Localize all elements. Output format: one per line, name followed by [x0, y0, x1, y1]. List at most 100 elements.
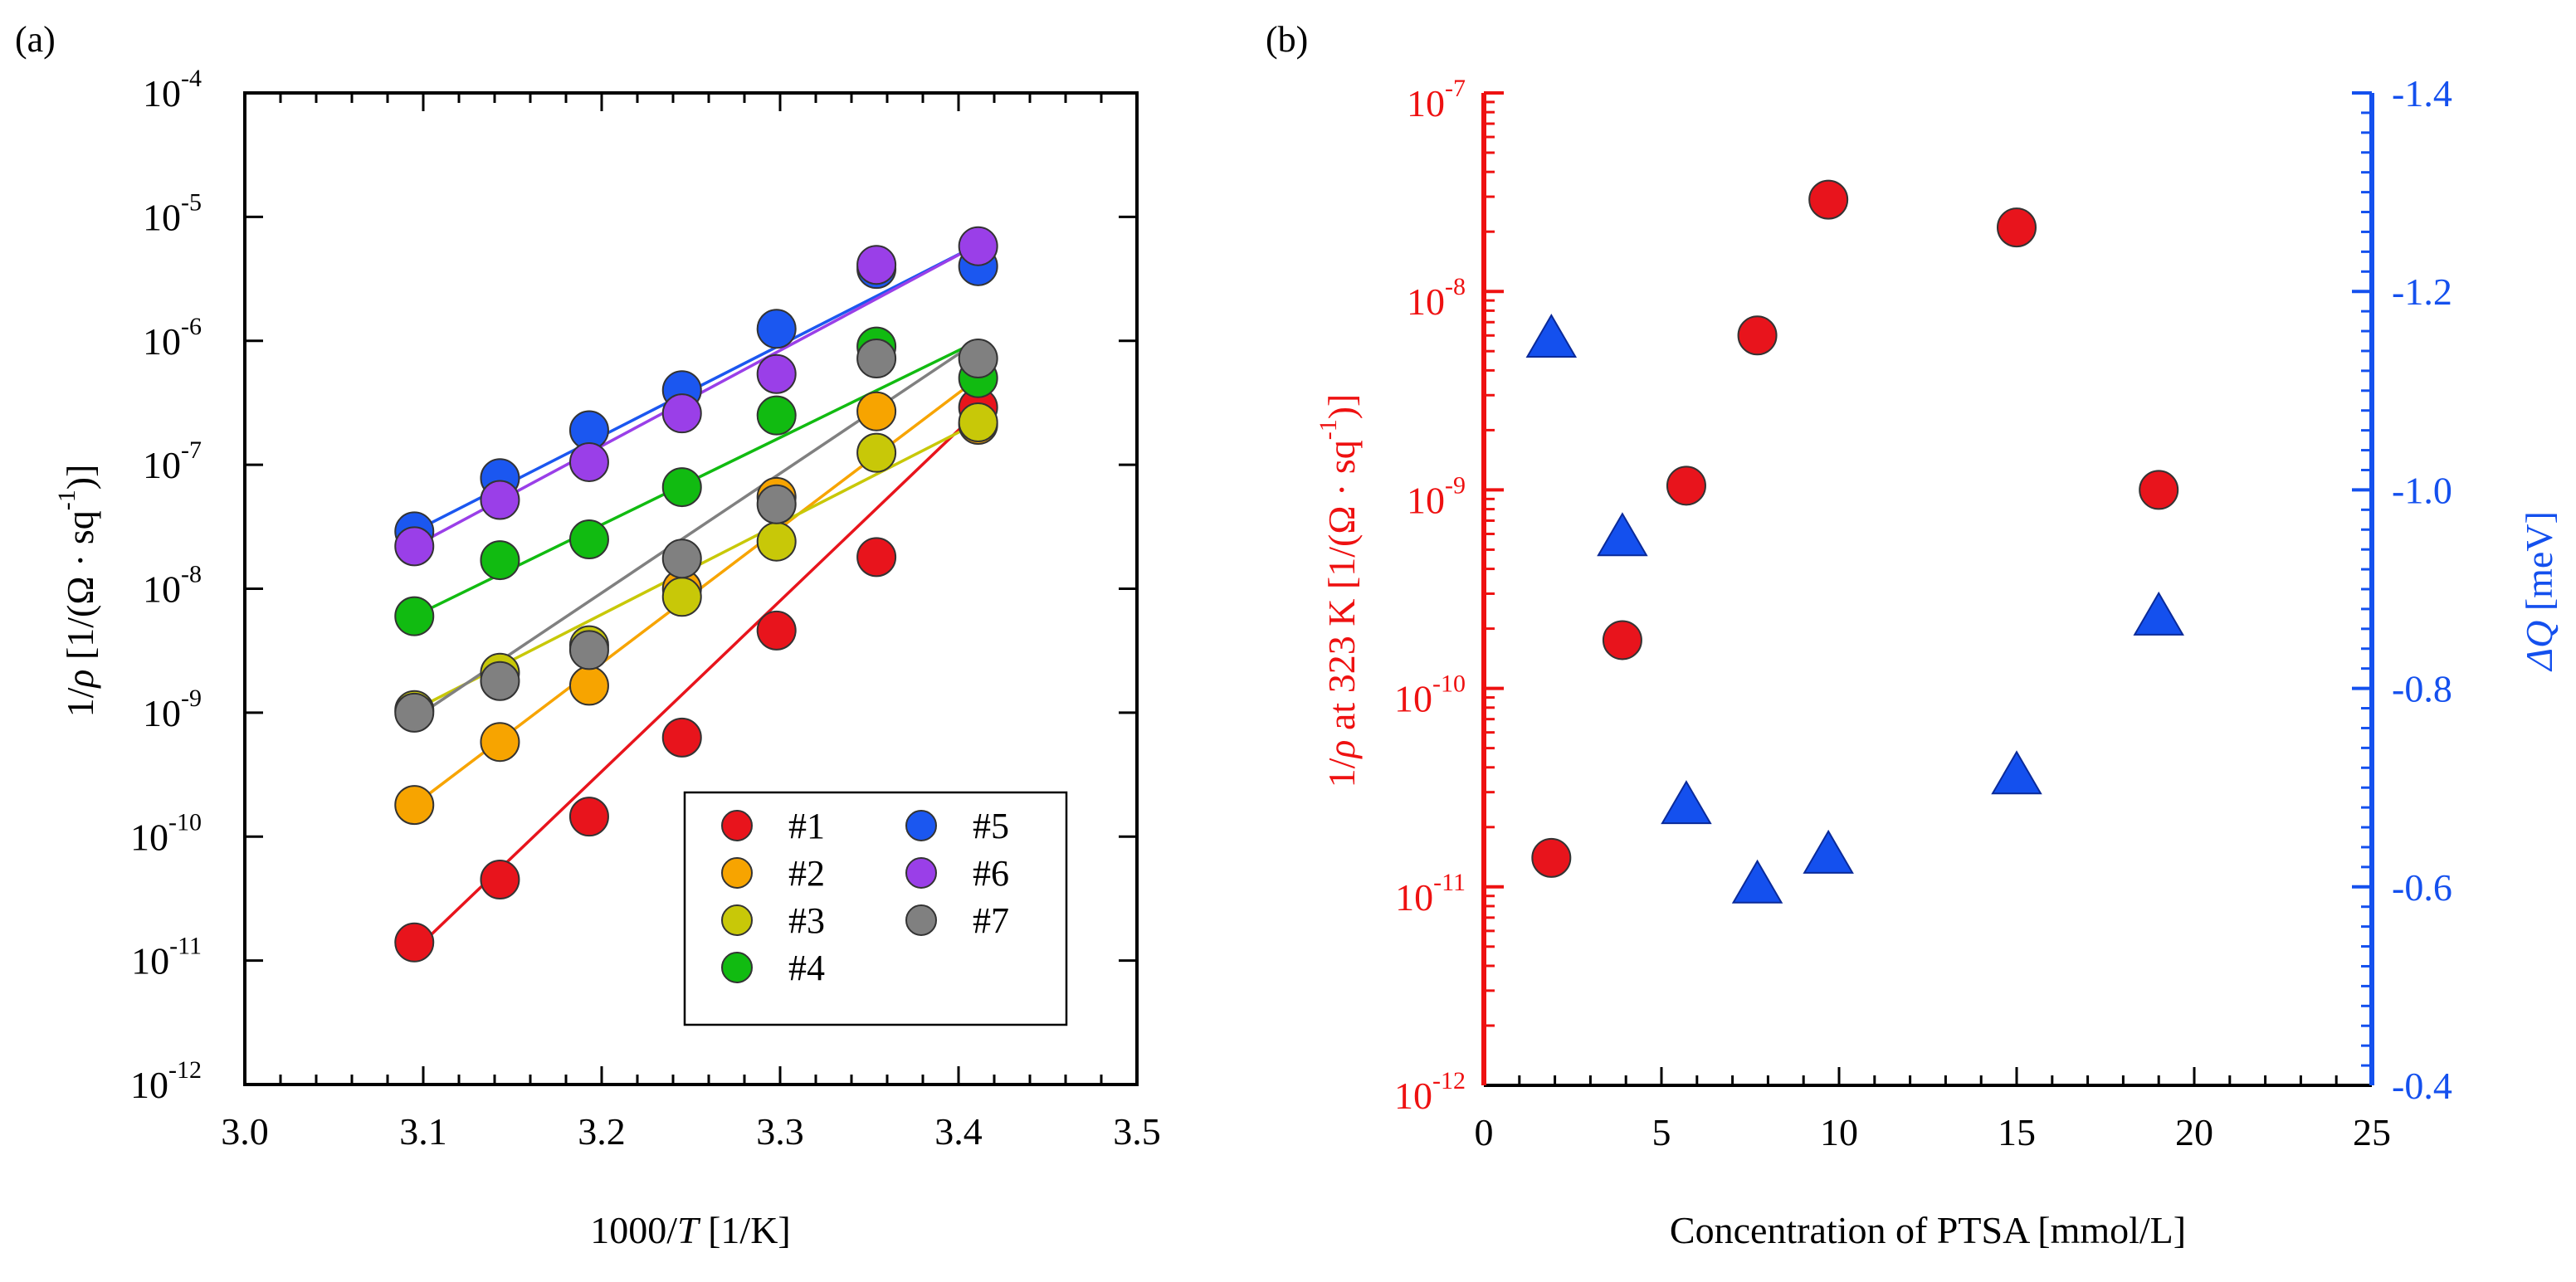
point-s4	[661, 467, 702, 508]
panel-b-right-tick-labels: -0.4 -0.6 -0.8 -1.0 -1.2 -1.4	[2392, 72, 2452, 1107]
panel-b-left-tick-labels: 10-12 10-11 10-10 10-9 10-8 10-7	[1394, 75, 1466, 1117]
point-s2	[394, 785, 435, 826]
x-tick-label: 3.5	[1113, 1110, 1161, 1153]
right-tick-label: -1.0	[2392, 469, 2452, 511]
right-tick-label: -1.2	[2392, 271, 2452, 313]
right-tick-label: -0.8	[2392, 668, 2452, 710]
x-tick-label: 3.4	[934, 1110, 983, 1153]
point-s1	[394, 922, 435, 963]
panel-a-label: (a)	[15, 19, 56, 60]
point-s3	[756, 521, 797, 562]
x-tick-label: 5	[1652, 1111, 1671, 1153]
conductivity-point	[1808, 179, 1849, 220]
left-tick-label: 10-11	[1395, 869, 1466, 919]
conductivity-point	[1531, 837, 1572, 878]
y-tick-label: 10-9	[143, 685, 202, 734]
legend-label: #1	[788, 806, 825, 846]
point-s4	[756, 395, 797, 436]
conductivity-point	[1737, 315, 1778, 356]
point-s2	[856, 391, 897, 431]
point-s7	[480, 660, 520, 701]
point-s2	[568, 665, 609, 706]
point-s4	[480, 540, 520, 581]
panel-b-points	[1525, 179, 2184, 904]
legend-marker-s2	[721, 857, 753, 889]
panel-a-y-axis-label: 1/ρ [1/(Ω · sq-1)]	[53, 465, 101, 718]
point-s7	[394, 692, 435, 733]
panel-b-left-axis-label: 1/ρ at 323 K [1/(Ω · sq-1)]	[1315, 394, 1363, 788]
panel-b: (b) 0 5 10 15 20 25 10-1210-1110-1010-910-810…	[1266, 19, 2560, 1251]
panel-a: (a) 3.0 3.1 3.2 3.3 3.4 3.5 10-1210-1110-1010…	[15, 19, 1161, 1251]
panel-a-y-tick-labels: 10-12 10-11 10-10 10-9 10-8 10-7 10-6 10-5 10-4	[130, 65, 202, 1106]
panel-a-legend: #1 #2 #3 #4 #5 #6 #7	[683, 791, 1068, 1026]
point-s6	[568, 441, 609, 482]
point-s7	[856, 339, 897, 379]
right-tick-label: -0.4	[2392, 1065, 2452, 1107]
legend-marker-s1	[721, 810, 753, 841]
delta-q-point	[1991, 750, 2042, 795]
point-s2	[480, 722, 520, 763]
legend-label: #3	[788, 900, 825, 941]
y-tick-label: 10-10	[130, 808, 202, 858]
x-tick-label: 25	[2353, 1111, 2391, 1153]
panel-a-x-axis-label: 1000/T [1/K]	[590, 1209, 791, 1251]
left-tick-label: 10-8	[1407, 273, 1466, 323]
point-s1	[480, 860, 520, 900]
point-s3	[856, 432, 897, 473]
point-s7	[568, 630, 609, 670]
y-tick-label: 10-7	[143, 436, 202, 486]
x-tick-label: 15	[1998, 1111, 2036, 1153]
delta-q-point	[1661, 780, 1712, 825]
legend-label: #7	[973, 900, 1009, 941]
left-tick-label: 10-10	[1394, 670, 1466, 720]
left-tick-label: 10-9	[1407, 471, 1466, 521]
x-tick-label: 3.2	[578, 1110, 626, 1153]
panel-b-x-tick-labels: 0 5 10 15 20 25	[1475, 1111, 2392, 1153]
legend-marker-s5	[905, 810, 937, 841]
conductivity-point	[2139, 470, 2179, 510]
y-tick-label: 10-6	[143, 313, 202, 363]
y-tick-label: 10-4	[143, 65, 202, 115]
panel-b-x-axis-label: Concentration of PTSA [mmol/L]	[1670, 1209, 2186, 1251]
point-s6	[394, 526, 435, 567]
left-tick-label: 10-12	[1394, 1067, 1466, 1117]
legend-marker-s6	[905, 857, 937, 889]
y-tick-label: 10-12	[130, 1056, 202, 1106]
point-s3	[958, 402, 998, 442]
legend-label: #4	[788, 948, 825, 988]
panel-a-plot-frame	[243, 91, 1139, 1086]
point-s4	[394, 596, 435, 636]
panel-b-right-axis-label: ΔQ [meV]	[2518, 511, 2560, 672]
legend-marker-s4	[721, 952, 753, 983]
fit-line-s1	[413, 410, 979, 953]
panel-a-x-tick-labels: 3.0 3.1 3.2 3.3 3.4 3.5	[221, 1110, 1161, 1153]
point-s1	[756, 610, 797, 651]
legend-label: #2	[788, 853, 825, 894]
right-tick-label: -1.4	[2392, 72, 2452, 115]
delta-q-point	[1597, 512, 1648, 557]
legend-label: #6	[973, 853, 1009, 894]
delta-q-point	[1803, 829, 1854, 874]
point-s6	[756, 353, 797, 394]
y-tick-label: 10-5	[143, 188, 202, 238]
point-s3	[661, 577, 702, 617]
panel-b-ticks	[1482, 91, 2374, 1087]
point-s6	[480, 480, 520, 520]
legend-label: #5	[973, 806, 1009, 846]
legend-marker-s3	[721, 904, 753, 936]
x-tick-label: 3.3	[756, 1110, 804, 1153]
x-tick-label: 3.0	[221, 1110, 269, 1153]
x-tick-label: 0	[1475, 1111, 1494, 1153]
delta-q-point	[1525, 314, 1578, 358]
panel-b-label: (b)	[1266, 19, 1308, 60]
point-s6	[958, 226, 998, 266]
delta-q-point	[2133, 591, 2184, 636]
y-tick-label: 10-8	[143, 561, 202, 611]
point-s7	[661, 539, 702, 579]
point-s4	[568, 519, 609, 560]
point-s7	[756, 484, 797, 524]
conductivity-point	[1666, 466, 1706, 506]
panel-a-points	[394, 226, 998, 963]
conductivity-point	[1602, 620, 1642, 660]
